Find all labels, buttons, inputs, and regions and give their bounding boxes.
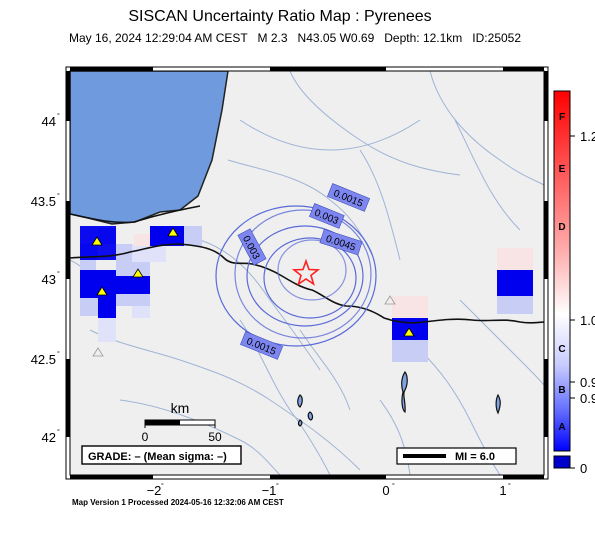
svg-text:°: ° <box>57 192 60 200</box>
processing-footer: Map Version 1 Processed 2024-05-16 12:32… <box>72 498 284 507</box>
lat-tick-42: 42 <box>42 430 56 445</box>
lon-tick-minus2: −2 <box>147 483 162 498</box>
inactive-stations <box>92 295 396 357</box>
grade-box: GRADE: – (Mean sigma: –) <box>81 445 242 465</box>
ratio-grid <box>80 226 533 362</box>
station-triangle-icon <box>132 268 144 278</box>
colorbar-letter-e: E <box>559 164 566 175</box>
axis-labels: 44 43.5 43 42.5 42 −2 −1 0 1 <box>31 114 507 498</box>
mi-legend: MI = 6.0 <box>396 447 517 465</box>
colorbar-value-5: 0 <box>580 461 587 476</box>
colorbar-letter-a: A <box>558 422 565 433</box>
lon-tick-0: 0 <box>382 483 389 498</box>
lon-tick-1: 1 <box>499 483 506 498</box>
svg-text:MI = 6.0: MI = 6.0 <box>455 451 495 463</box>
coastline <box>70 205 201 224</box>
colorbar: F E D C B A 1.2 1.0 0.9 0.9 0 <box>553 90 595 476</box>
epicenter-star-icon <box>291 258 321 286</box>
event-details: May 16, 2024 12:29:04 AM CEST M 2.3 N43.… <box>68 31 522 45</box>
station-triangle-icon <box>167 227 179 237</box>
lat-tick-44: 44 <box>42 114 56 129</box>
lat-tick-43.5: 43.5 <box>31 194 56 209</box>
colorbar-letter-f: F <box>559 112 565 123</box>
svg-text:°: ° <box>392 482 395 490</box>
stations <box>91 227 415 337</box>
colorbar-letter-b: B <box>558 385 565 396</box>
svg-text:°: ° <box>57 270 60 278</box>
degree-marks: ° ° ° ° ° ° ° ° ° <box>57 112 511 490</box>
colorbar-value-4: 0.9 <box>580 391 595 406</box>
colorbar-letter-d: D <box>558 222 565 233</box>
svg-text:°: ° <box>57 350 60 358</box>
colorbar-value-1: 1.2 <box>580 129 595 144</box>
scale-end: 50 <box>208 430 222 444</box>
svg-text:°: ° <box>57 428 60 436</box>
map-canvas[interactable]: 0.0015 0.003 0.0045 0.003 0.0015 <box>70 71 544 475</box>
map-title: SISCAN Uncertainty Ratio Map : Pyrenees <box>128 8 432 25</box>
station-triangle-icon <box>92 347 104 357</box>
svg-text:°: ° <box>276 482 279 490</box>
svg-text:°: ° <box>508 482 511 490</box>
contours <box>215 205 377 347</box>
lat-tick-42.5: 42.5 <box>31 352 56 367</box>
scale-bar: km 0 50 <box>142 400 222 444</box>
scale-unit: km <box>171 400 190 416</box>
lon-tick-minus1: −1 <box>262 483 277 498</box>
reservoirs <box>297 370 501 427</box>
scale-start: 0 <box>142 430 149 444</box>
station-triangle-icon <box>91 236 103 246</box>
colorbar-letter-c: C <box>558 344 565 355</box>
svg-text:GRADE: – (Mean sigma: –): GRADE: – (Mean sigma: –) <box>88 451 227 463</box>
svg-text:°: ° <box>57 112 60 120</box>
colorbar-value-2: 1.0 <box>580 313 595 328</box>
colorbar-value-3: 0.9 <box>580 375 595 390</box>
station-triangle-icon <box>96 286 108 296</box>
svg-text:°: ° <box>161 482 164 490</box>
station-triangle-icon <box>384 295 396 305</box>
map-frame <box>65 66 549 480</box>
lat-tick-43: 43 <box>42 272 56 287</box>
station-triangle-icon <box>403 327 415 337</box>
rivers <box>70 71 544 475</box>
national-border <box>70 243 544 324</box>
